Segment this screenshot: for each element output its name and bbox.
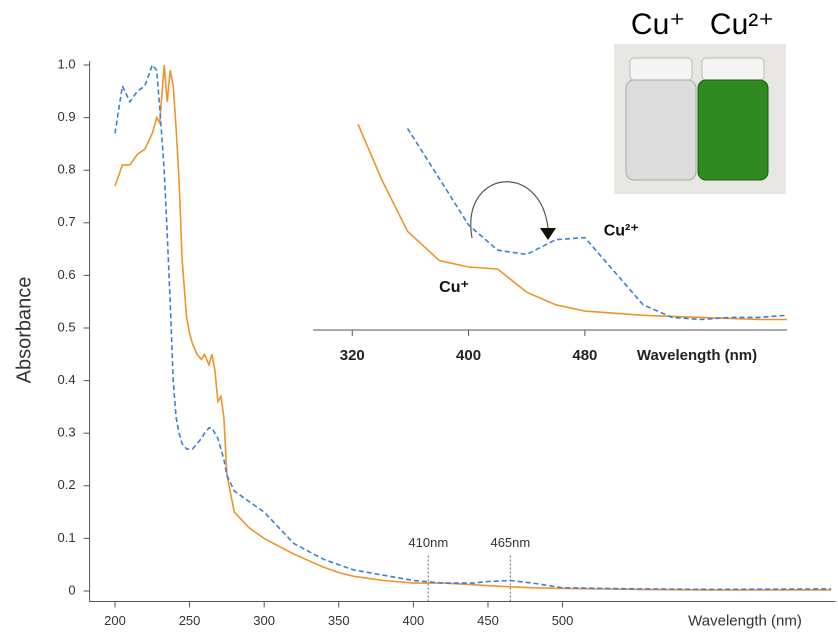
x-tick-label: 450 — [477, 613, 499, 628]
x-tick-label: 320 — [340, 347, 365, 364]
x-tick-label: 350 — [328, 613, 350, 628]
y-tick-label: 0.2 — [58, 477, 76, 492]
figure: Cu⁺ Cu²⁺ 200 250 300 350 400 450 500 Wavelength… — [0, 0, 838, 636]
y-tick-label: 0.4 — [58, 372, 76, 387]
vial-cap — [702, 58, 764, 80]
y-tick-label: 0.5 — [58, 319, 76, 334]
annotation: Cu⁺ — [439, 279, 469, 296]
vial-cap — [630, 58, 692, 80]
y-tick-label: 0.8 — [58, 162, 76, 177]
x-axis-title: Wavelength (nm) — [688, 612, 802, 629]
y-tick-label: 0 — [68, 582, 75, 597]
y-tick-label: 0.7 — [58, 214, 76, 229]
y-tick-label: 1.0 — [58, 56, 76, 71]
photo-label: Cu⁺ — [631, 8, 685, 41]
x-axis-title: Wavelength (nm) — [637, 347, 757, 364]
y-tick-label: 0.6 — [58, 267, 76, 282]
annotation: 465nm — [490, 535, 530, 550]
photo-label: Cu²⁺ — [710, 8, 774, 41]
photo: Cu⁺ Cu²⁺ — [614, 8, 786, 194]
annotation: Cu²⁺ — [604, 223, 639, 240]
y-tick-label: 0.1 — [58, 530, 76, 545]
x-tick-label: 250 — [179, 613, 201, 628]
annotation: 410nm — [408, 535, 448, 550]
arrow — [471, 182, 548, 238]
y-tick-label: 0.9 — [58, 109, 76, 124]
x-tick-label: 200 — [104, 613, 126, 628]
x-tick-label: 400 — [456, 347, 481, 364]
x-tick-label: 500 — [552, 613, 574, 628]
x-tick-label: 480 — [572, 347, 597, 364]
arrowhead — [540, 228, 556, 240]
x-tick-label: 300 — [253, 613, 275, 628]
x-tick-label: 400 — [403, 613, 425, 628]
y-axis-title: Absorbance — [13, 277, 35, 384]
vial — [626, 80, 696, 180]
y-tick-label: 0.3 — [58, 425, 76, 440]
vial — [698, 80, 768, 180]
